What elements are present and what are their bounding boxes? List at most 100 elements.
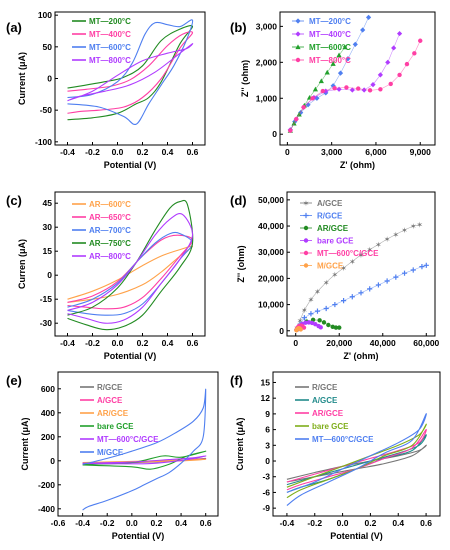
data-point-3 — [397, 72, 402, 78]
data-point-1 — [332, 301, 338, 308]
x-axis-label: Potential (V) — [104, 160, 157, 170]
series-line-5 — [82, 388, 207, 511]
legend-label-0: AR—600°C — [89, 200, 131, 209]
data-point-1 — [367, 286, 373, 292]
x-tick-label: 6,000 — [365, 147, 387, 157]
legend-label-1: MT—400°C — [89, 30, 131, 39]
x-tick-label: 20,000 — [326, 338, 352, 348]
panel-label: (e) — [6, 373, 22, 388]
data-point-3 — [303, 320, 308, 325]
data-point-1 — [349, 294, 355, 300]
y-tick-label: 50 — [43, 42, 53, 52]
y-tick-label: -3 — [262, 472, 270, 482]
y-axis-label: Current (μA) — [20, 417, 30, 470]
y-tick-label: -400 — [38, 504, 55, 514]
x-tick-label: 0.4 — [392, 518, 404, 528]
data-point-0 — [360, 27, 366, 33]
y-tick-label: 15 — [43, 246, 53, 256]
legend-swatch-1 — [303, 212, 309, 219]
y-tick-label: 12 — [261, 393, 271, 403]
x-axis-label: Z' (ohm) — [340, 160, 375, 170]
plot-frame — [272, 371, 441, 517]
x-tick-label: -0.4 — [75, 518, 90, 528]
x-tick-label: -0.2 — [85, 147, 100, 157]
series-line-0 — [67, 25, 194, 121]
plot-area — [82, 388, 207, 511]
plot-area: ✶✶✶✶✶✶✶✶✶✶✶✶✶✶✶✶✶ — [293, 221, 429, 333]
y-tick-label: 0 — [279, 326, 284, 336]
data-point-0: ✶ — [314, 287, 321, 296]
x-tick-label: -0.6 — [51, 518, 66, 528]
series-line-3 — [286, 423, 427, 499]
data-point-2 — [337, 325, 342, 330]
legend-swatch-0: ✶ — [303, 199, 310, 208]
data-point-3 — [320, 88, 326, 94]
x-tick-label: -0.2 — [100, 518, 115, 528]
x-tick-label: -0.4 — [60, 147, 75, 157]
data-point-1 — [349, 87, 355, 93]
series-line-0 — [296, 224, 420, 329]
data-point-1 — [323, 305, 329, 312]
data-point-1 — [391, 45, 397, 51]
data-point-0: ✶ — [349, 257, 356, 266]
plot-frame — [54, 191, 206, 337]
data-point-2 — [321, 320, 327, 325]
x-tick-label: 0.6 — [420, 518, 432, 528]
x-tick-label: 0 — [285, 147, 290, 157]
data-point-3 — [344, 85, 349, 90]
legend-label-2: AR/GCE — [97, 409, 129, 418]
y-tick-label: 0 — [47, 270, 52, 280]
y-tick-label: 20,000 — [258, 273, 284, 283]
series-line-3 — [290, 40, 421, 131]
y-tick-label: 9 — [265, 409, 270, 419]
data-point-1 — [358, 290, 364, 296]
plot-area — [67, 199, 194, 331]
y-tick-label: 40,000 — [258, 221, 284, 231]
legend-swatch-0 — [295, 18, 301, 24]
data-point-4 — [301, 325, 307, 330]
y-tick-label: 0 — [50, 456, 55, 466]
y-axis-label: Z'' (ohm) — [236, 245, 246, 282]
y-tick-label: 2,000 — [256, 57, 278, 67]
panel-label: (d) — [230, 193, 247, 208]
x-tick-label: 3,000 — [321, 147, 343, 157]
series-line-3 — [67, 43, 194, 102]
y-tick-label: -15 — [40, 294, 53, 304]
y-tick-label: 15 — [261, 377, 271, 387]
y-tick-label: 6 — [265, 425, 270, 435]
panel-3: (d) 0 20,000 40,000 60,000 0 10,000 20,000 30,00… — [230, 191, 440, 361]
data-point-0 — [345, 56, 351, 62]
data-point-1 — [401, 270, 408, 276]
x-tick-label: 40,000 — [370, 338, 396, 348]
x-tick-label: 0.4 — [162, 338, 174, 348]
x-tick-label: -0.2 — [307, 518, 322, 528]
data-point-2 — [342, 44, 348, 50]
y-tick-label: 0 — [265, 456, 270, 466]
y-tick-label: 100 — [38, 10, 52, 20]
data-point-2 — [326, 322, 331, 328]
data-point-1 — [384, 278, 390, 284]
data-point-2 — [330, 61, 336, 66]
legend-label-0: R/GCE — [97, 383, 123, 392]
panel-4: (e) -0.6 -0.4 -0.2 0.0 0.2 0.4 0.6 -400 -200 0 200 4… — [6, 371, 219, 541]
y-tick-label: 3,000 — [256, 21, 278, 31]
y-axis-label: Current (μA) — [17, 52, 27, 105]
x-tick-label: 0.0 — [126, 518, 138, 528]
data-point-0: ✶ — [410, 222, 417, 231]
x-axis-label: Potential (V) — [330, 531, 383, 541]
y-tick-label: 45 — [43, 198, 53, 208]
legend-label-5: M/GCE — [97, 448, 124, 457]
data-point-1 — [301, 315, 308, 321]
plot-frame — [279, 11, 436, 146]
data-point-0 — [330, 83, 336, 89]
data-point-1 — [410, 267, 416, 273]
data-point-1 — [314, 308, 321, 314]
legend-label-4: MT—600°C/GCE — [97, 435, 159, 444]
data-point-3 — [418, 38, 423, 43]
series-line-2 — [67, 19, 194, 126]
x-tick-label: 0.0 — [112, 338, 124, 348]
plot-area — [286, 413, 427, 506]
data-point-0 — [365, 14, 372, 20]
data-point-0 — [352, 41, 358, 47]
